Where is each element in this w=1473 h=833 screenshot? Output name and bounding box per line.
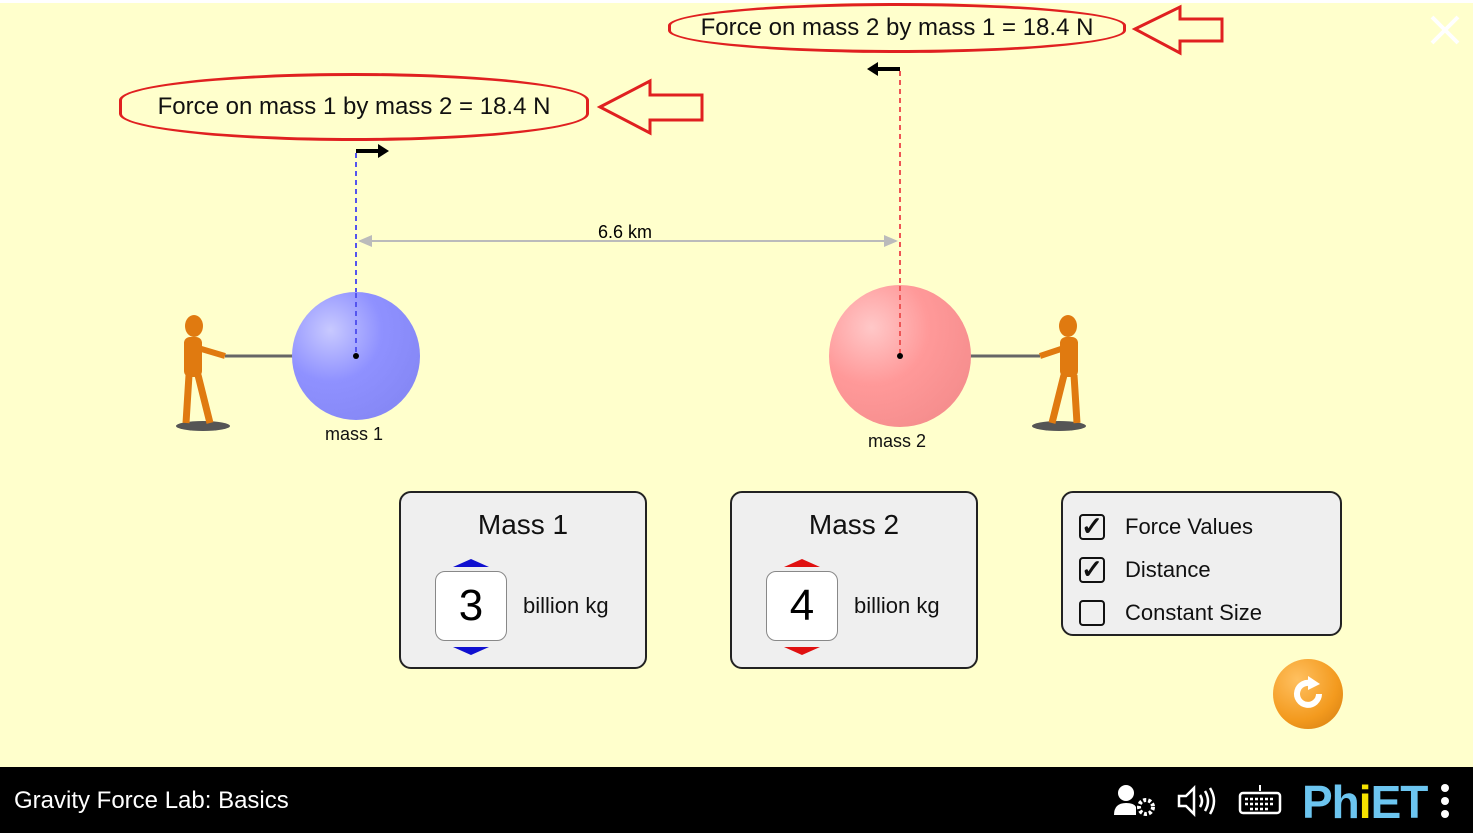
close-icon (1430, 15, 1460, 45)
increment-mass-1[interactable] (453, 559, 489, 567)
checkmark-icon: ✓ (1079, 513, 1105, 540)
force-values-label: Force Values (1125, 513, 1253, 539)
keyboard-icon[interactable] (1238, 783, 1282, 817)
mass-1-label: mass 1 (325, 424, 384, 444)
constant-size-checkbox[interactable]: Constant Size (1079, 591, 1324, 634)
mass-1-title: Mass 1 (477, 509, 569, 540)
constant-size-label: Constant Size (1125, 599, 1262, 625)
decrement-mass-2[interactable] (784, 647, 820, 655)
play-area: Force on mass 1 by mass 2 = 18.4 N Force… (0, 3, 1473, 767)
mass-1-unit: billion kg (523, 593, 609, 618)
options-panel: ✓ Force Values ✓ Distance Constant Size (1061, 491, 1342, 636)
navigation-bar: Gravity Force Lab: Basics PhiET (0, 767, 1473, 833)
annotation-arrow-2 (1131, 4, 1224, 56)
phet-logo[interactable]: PhiET (1302, 776, 1428, 828)
mass-2-value[interactable]: 4 (766, 571, 838, 641)
force-label-mass-2: Force on mass 2 by mass 1 = 18.4 N (668, 3, 1126, 53)
mass-1-panel: Mass 1 3 billion kg (399, 491, 647, 669)
mass-2-panel: Mass 2 4 billion kg (730, 491, 978, 669)
puller-right (1032, 315, 1086, 431)
annotation-arrow-1 (596, 78, 704, 136)
puller-left (176, 315, 230, 431)
menu-icon[interactable] (1436, 783, 1454, 821)
sound-icon[interactable] (1176, 785, 1220, 817)
mass-2-unit: billion kg (854, 593, 940, 618)
force-label-mass-1: Force on mass 1 by mass 2 = 18.4 N (119, 73, 589, 141)
distance-checkbox[interactable]: ✓ Distance (1079, 548, 1324, 591)
decrement-mass-1[interactable] (453, 647, 489, 655)
force-values-checkbox[interactable]: ✓ Force Values (1079, 505, 1324, 548)
scene-graphics (176, 4, 1460, 431)
increment-mass-2[interactable] (784, 559, 820, 567)
mass-2-title: Mass 2 (808, 509, 900, 540)
reset-button[interactable] (1273, 659, 1343, 729)
mass-2-label: mass 2 (868, 431, 927, 451)
distance-label: 6.6 km (598, 222, 653, 242)
preferences-icon[interactable] (1112, 783, 1160, 819)
empty-checkbox-icon (1079, 599, 1105, 626)
close-button[interactable] (1430, 13, 1462, 47)
mass-1-value[interactable]: 3 (435, 571, 507, 641)
distance-option-label: Distance (1125, 556, 1211, 582)
reset-icon (1294, 676, 1322, 708)
checkmark-icon: ✓ (1079, 556, 1105, 583)
sim-title: Gravity Force Lab: Basics (14, 787, 289, 814)
